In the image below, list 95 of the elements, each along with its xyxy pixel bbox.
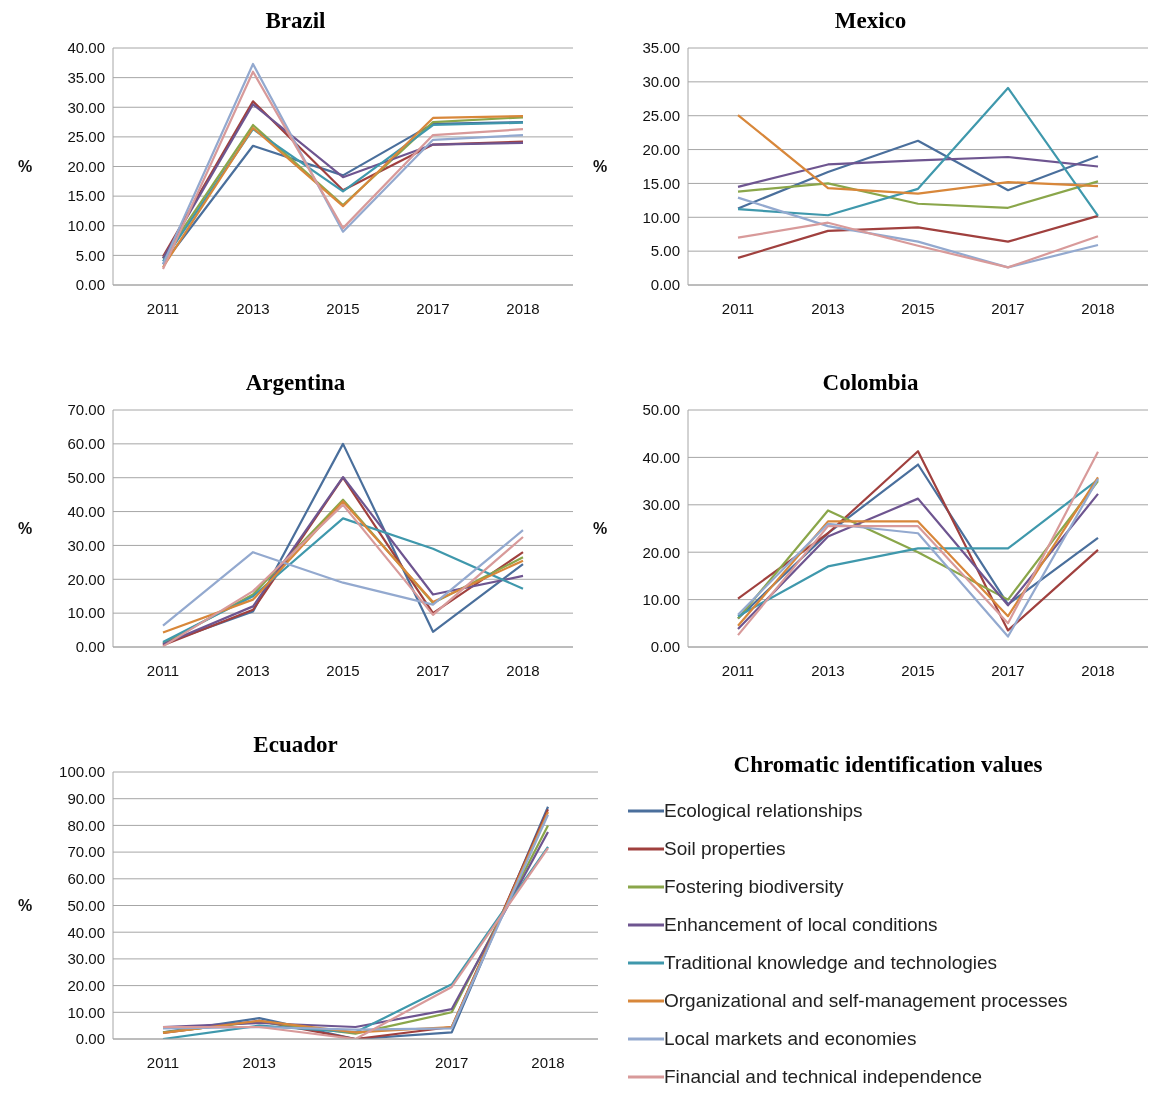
y-tick-label: 50.00: [642, 401, 680, 419]
y-tick-label: 15.00: [67, 187, 105, 205]
legend-label: Local markets and economies: [664, 1028, 917, 1050]
y-tick-label: 50.00: [67, 896, 105, 914]
legend-label: Organizational and self-management processes: [664, 990, 1068, 1012]
line-series: [736, 180, 1100, 209]
x-tick-label: 2015: [338, 1053, 373, 1071]
y-tick-label: 70.00: [67, 843, 105, 861]
x-tick-label: 2013: [811, 661, 845, 679]
y-axis-title: %: [18, 897, 33, 915]
x-tick-label: 2011: [721, 661, 755, 679]
y-tick-label: 30.00: [642, 73, 680, 91]
y-tick-label: 60.00: [67, 435, 105, 453]
y-tick-label: 40.00: [642, 448, 680, 466]
x-tick-label: 2013: [236, 661, 270, 679]
y-tick-label: 10.00: [67, 217, 105, 235]
line-series: [161, 529, 525, 627]
y-tick-label: 80.00: [67, 816, 105, 834]
x-tick-label: 2011: [146, 299, 180, 317]
y-tick-label: 30.00: [642, 496, 680, 514]
y-tick-label: 0.00: [650, 276, 680, 294]
line-series: [736, 139, 1100, 210]
y-tick-label: 25.00: [67, 128, 105, 146]
y-tick-label: 60.00: [67, 870, 105, 888]
x-tick-label: 2018: [506, 661, 540, 679]
legend-label: Ecological relationships: [664, 800, 863, 822]
y-axis-title: %: [18, 158, 33, 176]
y-tick-label: 30.00: [67, 536, 105, 554]
x-tick-label: 2011: [146, 661, 180, 679]
x-tick-label: 2011: [146, 1053, 180, 1071]
y-tick-label: 20.00: [642, 140, 680, 158]
y-tick-label: 20.00: [642, 543, 680, 561]
x-tick-label: 2018: [1081, 299, 1115, 317]
y-axis-title: %: [593, 158, 608, 176]
y-tick-label: 5.00: [650, 242, 680, 260]
chart-title: Argentina: [244, 370, 347, 397]
y-tick-label: 10.00: [67, 1003, 105, 1021]
legend-label: Enhancement of local conditions: [664, 914, 938, 936]
x-tick-label: 2015: [901, 661, 935, 679]
y-tick-label: 40.00: [67, 923, 105, 941]
x-tick-label: 2018: [531, 1053, 565, 1071]
y-axis-title: %: [593, 520, 608, 538]
x-tick-label: 2017: [991, 661, 1025, 679]
legend-label: Soil properties: [664, 838, 786, 860]
x-tick-label: 2011: [721, 299, 755, 317]
y-tick-label: 70.00: [67, 401, 105, 419]
y-tick-label: 90.00: [67, 790, 105, 808]
y-tick-label: 35.00: [642, 39, 680, 57]
x-tick-label: 2015: [326, 299, 360, 317]
y-tick-label: 30.00: [67, 950, 105, 968]
y-tick-label: 30.00: [67, 98, 105, 116]
y-tick-label: 0.00: [650, 638, 680, 656]
y-tick-label: 100.00: [59, 763, 105, 781]
x-tick-label: 2013: [236, 299, 270, 317]
line-series: [736, 214, 1100, 260]
line-series: [736, 86, 1100, 218]
y-tick-label: 50.00: [67, 469, 105, 487]
y-tick-label: 5.00: [75, 246, 105, 264]
y-tick-label: 0.00: [75, 1030, 105, 1048]
y-tick-label: 10.00: [67, 604, 105, 622]
x-tick-label: 2017: [991, 299, 1025, 317]
x-tick-label: 2017: [416, 661, 450, 679]
x-tick-label: 2013: [811, 299, 845, 317]
line-series: [736, 113, 1100, 195]
y-tick-label: 20.00: [67, 976, 105, 994]
x-tick-label: 2017: [416, 299, 450, 317]
y-axis-title: %: [18, 520, 33, 538]
chart-title: Ecuador: [252, 732, 339, 759]
y-tick-label: 10.00: [642, 208, 680, 226]
y-tick-label: 40.00: [67, 502, 105, 520]
x-tick-label: 2018: [1081, 661, 1115, 679]
y-tick-label: 35.00: [67, 68, 105, 86]
legend-title: Chromatic identification values: [732, 752, 1044, 778]
y-tick-label: 20.00: [67, 157, 105, 175]
y-tick-label: 25.00: [642, 107, 680, 125]
y-tick-label: 40.00: [67, 39, 105, 57]
legend-label: Traditional knowledge and technologies: [664, 952, 998, 974]
y-tick-label: 0.00: [75, 276, 105, 294]
y-tick-label: 15.00: [642, 174, 680, 192]
chart-title: Mexico: [833, 8, 908, 35]
legend-label: Fostering biodiversity: [664, 876, 844, 898]
chart-title: Colombia: [821, 370, 920, 397]
y-tick-label: 10.00: [642, 590, 680, 608]
line-series: [736, 196, 1100, 269]
legend-label: Financial and technical independence: [664, 1066, 982, 1088]
x-tick-label: 2017: [435, 1053, 469, 1071]
x-tick-label: 2018: [506, 299, 540, 317]
y-tick-label: 0.00: [75, 638, 105, 656]
x-tick-label: 2015: [901, 299, 935, 317]
x-tick-label: 2015: [326, 661, 360, 679]
y-tick-label: 20.00: [67, 570, 105, 588]
chart-title: Brazil: [264, 8, 327, 35]
line-series: [736, 155, 1100, 188]
line-series: [736, 221, 1100, 269]
x-tick-label: 2013: [242, 1053, 276, 1071]
